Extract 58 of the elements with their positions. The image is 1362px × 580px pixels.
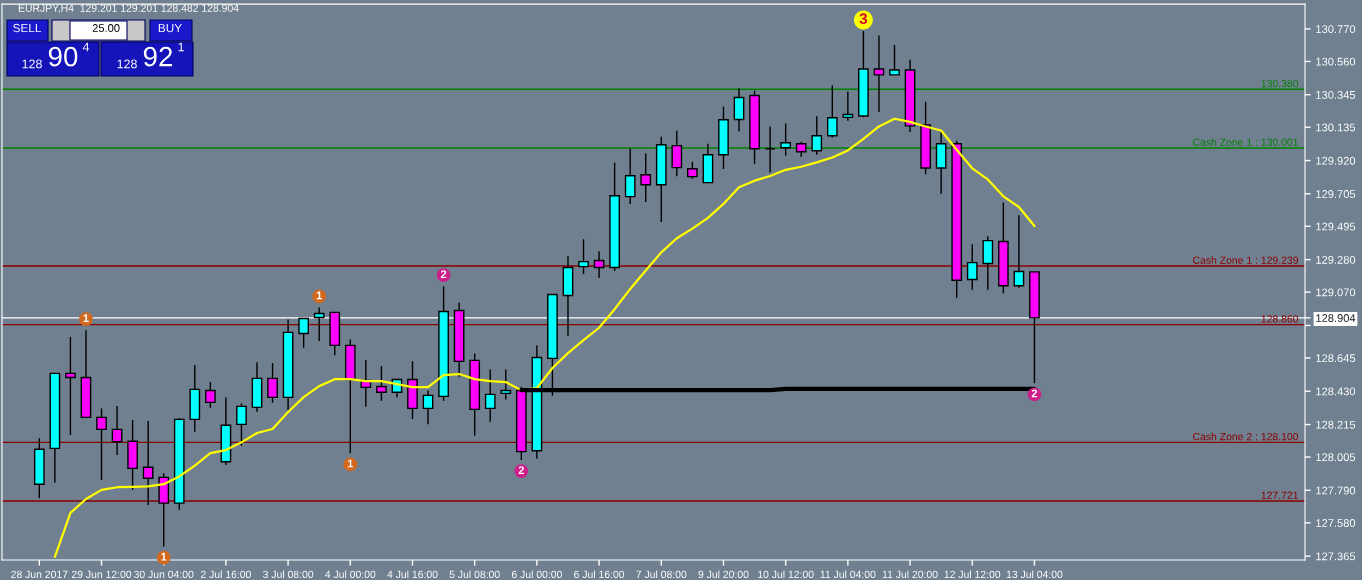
annotation: 3 [859, 13, 868, 25]
x-tick-label: 30 Jun 04:00 [133, 570, 194, 579]
annotation: 128 [22, 59, 42, 69]
y-tick-label: 129.920 [1316, 156, 1356, 165]
annotation: 4 [82, 42, 90, 52]
ref-line-label: 128.860 [1261, 315, 1299, 323]
x-tick-label: 5 Jul 08:00 [449, 570, 500, 579]
x-tick-label: 9 Jul 20:00 [698, 570, 749, 579]
annotation: 2 [440, 270, 447, 279]
x-tick-label: 11 Jul 04:00 [820, 570, 876, 579]
y-tick-label: 128.645 [1316, 354, 1356, 363]
y-tick-label: 130.560 [1316, 57, 1356, 66]
ref-line-label: 130.380 [1261, 79, 1299, 88]
ref-line-label: Cash Zone 1 : 129.239 [1193, 256, 1298, 264]
annotation: 1 [347, 459, 354, 468]
ref-line-label: Cash Zone 2 : 128.100 [1193, 432, 1299, 441]
x-tick-label: 4 Jul 00:00 [325, 570, 376, 579]
annotation: 25.00 [92, 24, 120, 32]
y-tick-label: 128.215 [1316, 420, 1356, 429]
y-tick-label: 128.904 [1316, 314, 1356, 322]
x-tick-label: 11 Jul 20:00 [882, 570, 938, 579]
y-tick-label: 128.005 [1316, 453, 1356, 462]
y-tick-label: 129.705 [1316, 190, 1356, 198]
x-tick-label: 7 Jul 08:00 [636, 570, 687, 579]
annotation: 2 [518, 466, 524, 474]
y-tick-label: 130.345 [1316, 91, 1356, 99]
annotation: 1 [178, 42, 184, 52]
x-tick-label: 2 Jul 16:00 [200, 570, 251, 579]
annotation: 2 [1031, 389, 1038, 398]
annotation: 1 [83, 314, 89, 322]
annotation: BUY [158, 23, 182, 33]
y-tick-label: 129.280 [1316, 255, 1356, 264]
ref-line-label: Cash Zone 1 : 130.001 [1193, 138, 1298, 146]
x-tick-label: 13 Jul 04:00 [1006, 570, 1063, 579]
x-tick-label: 29 Jun 12:00 [71, 570, 132, 579]
y-tick-label: 127.790 [1316, 486, 1356, 495]
x-tick-label: 6 Jul 16:00 [574, 570, 625, 579]
x-tick-label: 28 Jun 2017 [11, 570, 68, 579]
annotation: SELL [13, 23, 42, 33]
annotation: 128 [117, 59, 137, 69]
y-tick-label: 129.495 [1316, 222, 1356, 231]
x-tick-label: 4 Jul 16:00 [387, 570, 438, 579]
y-tick-label: 130.135 [1316, 123, 1356, 132]
ref-line-label: 127.721 [1261, 491, 1298, 499]
y-tick-label: 128.430 [1316, 387, 1356, 396]
annotation: 1 [161, 552, 167, 561]
annotation: 1 [316, 291, 322, 300]
x-tick-label: 3 Jul 08:00 [263, 570, 314, 579]
annotation: 90 [48, 46, 78, 67]
y-tick-label: 129.070 [1316, 288, 1356, 297]
y-tick-label: 127.365 [1316, 552, 1356, 561]
y-tick-label: 127.580 [1316, 519, 1356, 527]
x-tick-label: 6 Jul 00:00 [511, 570, 562, 579]
x-tick-label: 12 Jul 12:00 [944, 570, 1001, 579]
chart-title: EURJPY,H4 129.201 129.201 128.482 128.904 [18, 4, 239, 14]
y-tick-label: 130.770 [1316, 25, 1356, 34]
x-tick-label: 10 Jul 12:00 [758, 570, 814, 579]
annotation: 92 [143, 46, 173, 67]
